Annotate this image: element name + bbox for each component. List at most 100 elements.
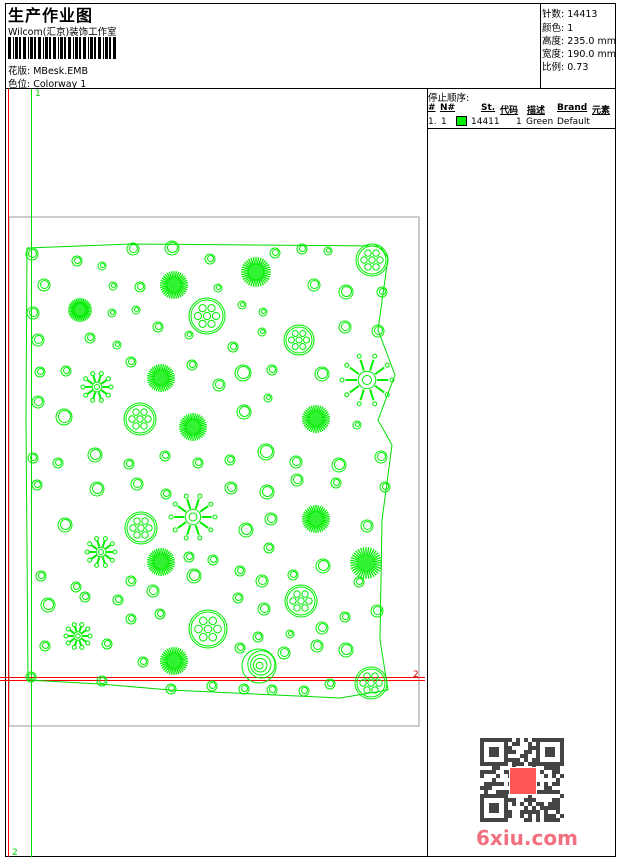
row-index: 1. <box>428 117 437 127</box>
filled-burst-motif <box>350 547 382 579</box>
scale-label: 比例: <box>542 62 565 73</box>
page-frame <box>5 3 616 857</box>
ring-motif <box>374 450 388 464</box>
ring-motif <box>234 565 246 577</box>
colorway-label: 色位: <box>8 79 31 90</box>
ring-motif <box>257 602 271 616</box>
flower-medallion-motif <box>284 584 318 618</box>
ring-motif <box>154 608 166 620</box>
ring-motif <box>298 685 310 697</box>
studio-name: Wilcom(汇京)装饰工作室 <box>8 27 117 38</box>
flower-medallion-motif <box>283 324 315 356</box>
design-file: MBesk.EMB <box>33 66 88 77</box>
ring-motif <box>227 341 239 353</box>
ring-motif <box>134 281 146 293</box>
ring-motif <box>338 284 354 300</box>
qr-code <box>480 738 564 822</box>
design-width: 190.0 mm <box>567 49 616 60</box>
ring-motif <box>290 473 304 487</box>
ring-motif <box>96 675 108 687</box>
flower-medallion-motif <box>354 666 388 700</box>
col-code: 代码 <box>500 106 519 116</box>
col-description: 描述 <box>527 106 546 116</box>
ring-motif <box>55 408 73 426</box>
design-label: 花版: <box>8 66 31 77</box>
barcode <box>8 37 116 59</box>
design-height: 235.0 mm <box>567 36 616 47</box>
ring-motif <box>52 457 64 469</box>
design-canvas <box>0 89 425 857</box>
ring-motif <box>186 568 202 584</box>
ring-motif <box>183 551 195 563</box>
col-index: # <box>428 103 436 113</box>
ring-motif <box>137 656 149 668</box>
embroidery-motifs <box>25 240 395 700</box>
ring-motif <box>70 581 82 593</box>
filled-burst-motif <box>302 405 330 433</box>
ring-motif <box>234 642 246 654</box>
ring-motif <box>330 477 342 489</box>
ring-motif <box>125 575 137 587</box>
col-stitches: St. <box>481 103 496 113</box>
height-label: 高度: <box>542 36 565 47</box>
ring-motif <box>34 366 46 378</box>
ring-motif <box>255 574 269 588</box>
ring-motif <box>370 604 384 618</box>
ring-motif <box>35 570 47 582</box>
page-title: 生产作业图 <box>8 6 94 25</box>
ring-motif <box>213 283 223 293</box>
ring-motif <box>339 611 351 623</box>
ring-motif <box>266 684 278 696</box>
ring-motif <box>338 320 352 334</box>
ring-motif <box>159 450 171 462</box>
col-elements: 元素 <box>592 106 611 116</box>
spiky-flower-motif <box>63 622 93 650</box>
stop-sequence-title: 停止顺序: <box>428 93 470 104</box>
ring-motif <box>79 591 91 603</box>
ring-motif <box>238 683 250 695</box>
color-count: 1 <box>567 23 574 34</box>
watermark-text: 6xiu.com <box>476 826 578 850</box>
spiky-flower-motif <box>80 371 114 403</box>
filled-burst-motif <box>147 548 175 576</box>
ring-motif <box>296 243 308 255</box>
width-label: 宽度: <box>542 49 565 60</box>
ring-motif <box>31 395 45 409</box>
ring-motif <box>126 242 140 256</box>
seal-logo <box>509 767 537 795</box>
ring-motif <box>71 255 83 267</box>
row-code: 1 <box>516 117 522 127</box>
spiral-motif <box>241 648 277 684</box>
ring-motif <box>146 584 160 598</box>
ring-motif <box>353 576 365 588</box>
ring-motif <box>57 517 73 533</box>
spiky-flower-motif <box>84 536 118 568</box>
ring-motif <box>315 558 331 574</box>
ring-motif <box>130 477 144 491</box>
ring-motif <box>207 554 219 566</box>
ring-motif <box>324 678 336 690</box>
flower-medallion-motif <box>123 402 157 436</box>
ring-motif <box>192 457 204 469</box>
ring-motif <box>60 365 72 377</box>
spiky-flower-motif <box>339 353 395 407</box>
row-description: Green <box>526 117 554 127</box>
ring-motif <box>258 307 268 317</box>
ring-motif <box>277 646 291 660</box>
ring-motif <box>315 621 329 635</box>
ring-motif <box>186 359 198 371</box>
row-stitches: 14411 <box>471 117 500 127</box>
ring-motif <box>25 671 37 683</box>
ring-motif <box>84 332 96 344</box>
ring-motif <box>31 479 43 491</box>
ring-motif <box>87 447 103 463</box>
ring-motif <box>285 629 295 639</box>
filled-burst-motif <box>160 271 188 299</box>
spiky-flower-motif <box>168 493 218 541</box>
ring-motif <box>331 457 347 473</box>
ring-motif <box>234 364 252 382</box>
ring-motif <box>238 522 254 538</box>
ring-motif <box>360 519 374 533</box>
ring-motif <box>289 455 303 469</box>
ring-motif <box>237 300 247 310</box>
